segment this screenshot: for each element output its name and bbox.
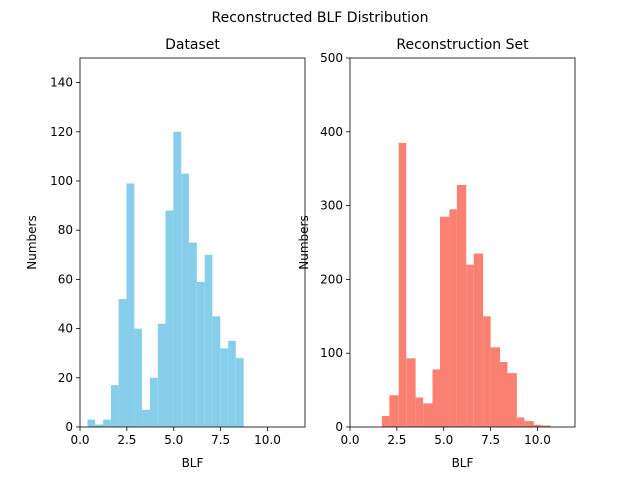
histogram-bar — [381, 415, 390, 427]
histogram-bar — [507, 373, 517, 427]
histogram-bar — [533, 424, 542, 427]
histogram-bar — [235, 358, 244, 427]
axes-frame — [349, 57, 576, 428]
histogram-bars — [87, 131, 244, 428]
y-tick-label: 0 — [335, 420, 343, 434]
histogram-bar — [500, 362, 508, 427]
histogram-bar — [490, 347, 500, 427]
x-axis-ticks: 0.0 2.5 5.0 7.5 10.0 — [70, 427, 281, 447]
x-tick-label: 0.0 — [70, 433, 89, 447]
histogram-bars — [381, 142, 551, 427]
y-tick-label: 60 — [58, 272, 73, 286]
histogram-bar — [389, 395, 399, 427]
chart-title: Reconstruction Set — [396, 37, 529, 53]
y-axis-ticks: 0 100 200 300 400 500 — [320, 51, 350, 434]
x-axis-ticks: 0.0 2.5 5.0 7.5 10.0 — [340, 427, 551, 447]
y-tick-label: 100 — [50, 174, 73, 188]
histogram-bar — [95, 424, 104, 427]
y-axis-ticks: 0 20 40 60 80 100 120 140 — [50, 76, 80, 434]
y-tick-label: 500 — [320, 51, 343, 65]
histogram-bar — [87, 419, 96, 427]
figure-suptitle: Reconstructed BLF Distribution — [212, 10, 429, 26]
histogram-bar — [524, 421, 534, 427]
histogram-bar — [466, 264, 474, 427]
histogram-bar — [220, 348, 229, 427]
x-tick-label: 10.0 — [524, 433, 551, 447]
x-axis-label: BLF — [452, 456, 474, 470]
histogram-bar — [165, 210, 174, 427]
histogram-bar — [473, 253, 484, 427]
y-axis-label: Numbers — [297, 215, 311, 269]
y-tick-label: 140 — [50, 76, 73, 90]
y-tick-label: 100 — [320, 346, 343, 360]
histogram-bar — [228, 340, 236, 427]
y-tick-label: 20 — [58, 371, 73, 385]
chart-panel-reconstruction-set: 0.0 2.5 5.0 7.5 10.0 0 100 200 300 400 500 Recons… — [297, 37, 576, 470]
histogram-bar — [212, 316, 221, 427]
histogram-bar — [541, 425, 551, 427]
x-tick-label: 7.5 — [211, 433, 230, 447]
histogram-bar — [516, 417, 525, 427]
x-tick-label: 10.0 — [254, 433, 281, 447]
histogram-bar — [149, 377, 158, 427]
y-tick-label: 120 — [50, 125, 73, 139]
x-tick-label: 2.5 — [117, 433, 136, 447]
y-tick-label: 40 — [58, 322, 73, 336]
histogram-bar — [173, 131, 182, 428]
chart-panel-dataset: 0.0 2.5 5.0 7.5 10.0 0 20 40 60 80 100 120 140 Data… — [25, 37, 306, 470]
x-axis-label: BLF — [182, 456, 204, 470]
histogram-bar — [134, 328, 143, 427]
y-tick-label: 300 — [320, 199, 343, 213]
histogram-bar — [440, 216, 450, 427]
histogram-bar — [398, 142, 407, 427]
chart-title: Dataset — [165, 37, 220, 53]
y-tick-label: 400 — [320, 125, 343, 139]
x-tick-label: 0.0 — [340, 433, 359, 447]
y-tick-label: 0 — [65, 420, 73, 434]
y-tick-label: 200 — [320, 272, 343, 286]
histogram-bar — [432, 369, 440, 427]
histogram-bar — [188, 242, 197, 427]
histogram-bar — [142, 409, 150, 427]
histogram-bar — [103, 419, 111, 427]
histogram-bar — [483, 316, 491, 427]
histogram-bar — [204, 254, 213, 427]
histogram-bar — [181, 173, 189, 427]
histogram-bar — [456, 184, 467, 427]
histogram-bar — [196, 281, 205, 427]
y-axis-label: Numbers — [25, 215, 39, 269]
axes-frame — [79, 57, 306, 428]
histogram-bar — [110, 385, 119, 427]
x-tick-label: 5.0 — [434, 433, 453, 447]
x-tick-label: 5.0 — [164, 433, 183, 447]
y-tick-label: 80 — [58, 223, 73, 237]
x-tick-label: 7.5 — [481, 433, 500, 447]
histogram-bar — [157, 323, 166, 427]
histogram-bar — [406, 358, 416, 427]
histogram-bar — [415, 397, 424, 427]
histogram-bar — [118, 299, 127, 427]
histogram-bar — [423, 403, 433, 427]
histogram-bar — [126, 183, 135, 427]
x-tick-label: 2.5 — [387, 433, 406, 447]
histogram-bar — [449, 209, 457, 427]
